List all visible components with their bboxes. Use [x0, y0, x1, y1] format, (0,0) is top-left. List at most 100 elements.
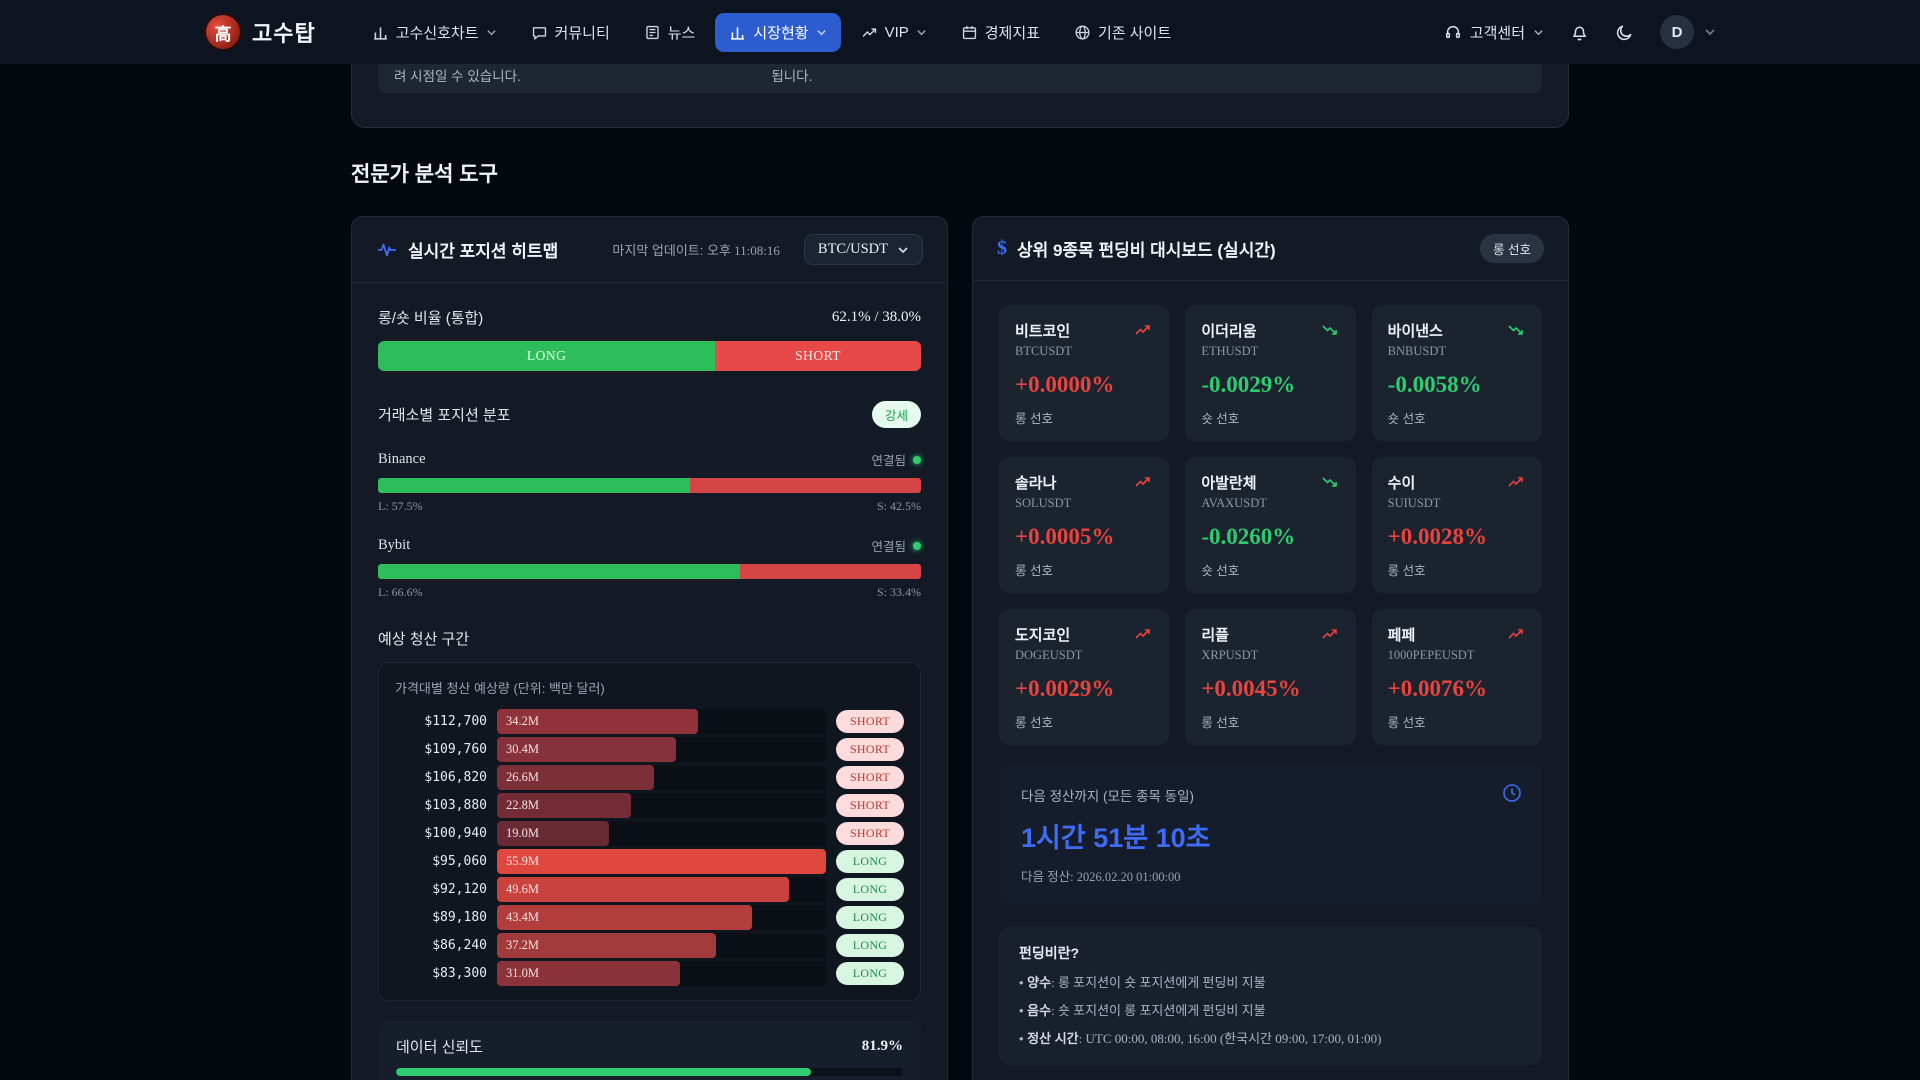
- side-badge: SHORT: [836, 738, 904, 761]
- funding-card-doge[interactable]: 도지코인 DOGEUSDT +0.0029% 롱 선호: [999, 609, 1170, 745]
- funding-card-btc[interactable]: 비트코인 BTCUSDT +0.0000% 롱 선호: [999, 305, 1170, 441]
- coin-symbol: SUIUSDT: [1387, 496, 1441, 510]
- confidence-value: 81.9%: [861, 1038, 903, 1054]
- panel-title: 상위 9종목 펀딩비 대시보드 (실시간): [1017, 241, 1276, 260]
- menu-item-legacy-site[interactable]: 기존 사이트: [1060, 13, 1185, 52]
- notification-bell-icon[interactable]: [1570, 23, 1589, 42]
- menu-item-vip[interactable]: VIP: [847, 15, 941, 50]
- bar-chart-icon: [373, 26, 387, 40]
- long-segment: [378, 478, 691, 493]
- menu-label: 커뮤니티: [554, 24, 610, 42]
- exchange-row-binance: Binance 연결됨 L: 57.5% S: 42.5%: [378, 450, 921, 514]
- confidence-label: 데이터 신뢰도: [396, 1039, 483, 1056]
- globe-icon: [1075, 24, 1090, 40]
- funding-rate-value: +0.0028%: [1387, 524, 1488, 549]
- coin-symbol: SOLUSDT: [1015, 496, 1072, 510]
- liquidation-bar: 37.2M: [497, 933, 826, 958]
- liquidation-bar-fill: 43.4M: [497, 905, 753, 930]
- price-label: $92,120: [432, 882, 487, 897]
- trend-up-icon: [1508, 629, 1523, 639]
- liquidation-row: $86,240 37.2M LONG: [395, 933, 904, 958]
- preference-label: 롱 선호: [1015, 716, 1053, 730]
- chevron-down-icon: [917, 29, 926, 35]
- funding-card-sol[interactable]: 솔라나 SOLUSDT +0.0005% 롱 선호: [999, 457, 1170, 593]
- long-segment: LONG: [378, 341, 716, 371]
- data-confidence-box: 데이터 신뢰도 81.9% 두 거래소 데이터 일치도 기반 신뢰도: [378, 1021, 921, 1080]
- preference-label: 숏 선호: [1387, 412, 1426, 426]
- support-menu[interactable]: 고객센터: [1444, 22, 1544, 43]
- ratio-label: 롱/숏 비율 (통합): [378, 310, 484, 327]
- pulse-icon: [378, 243, 396, 256]
- menu-item-signal-chart[interactable]: 고수신호차트: [358, 13, 511, 52]
- countdown-label: 다음 정산까지 (모든 종목 동일): [1021, 789, 1195, 804]
- coin-symbol: ETHUSDT: [1201, 344, 1259, 358]
- coin-name: 아발란체: [1201, 475, 1257, 492]
- pair-select[interactable]: BTC/USDT: [803, 234, 923, 265]
- main-menu: 고수신호차트 커뮤니티 뉴스 시장현황 VIP 경제지표 기존 사이트: [358, 12, 1185, 52]
- coin-name: 수이: [1387, 475, 1416, 492]
- side-badge: LONG: [836, 878, 904, 901]
- settlement-countdown-card: 다음 정산까지 (모든 종목 동일) 1시간 51분 10초 다음 정산: 20…: [999, 765, 1542, 905]
- menu-item-economic-indicators[interactable]: 경제지표: [947, 13, 1054, 52]
- menu-item-market-status[interactable]: 시장현황: [715, 12, 841, 52]
- liquidation-section-label: 예상 청산 구간: [378, 631, 470, 648]
- user-menu[interactable]: D: [1660, 15, 1716, 49]
- menu-label: 고수신호차트: [395, 24, 479, 42]
- coin-name: 리플: [1201, 627, 1229, 644]
- side-badge: SHORT: [836, 794, 904, 817]
- short-segment: SHORT: [715, 341, 921, 371]
- funding-rate-value: +0.0029%: [1015, 676, 1115, 701]
- coin-symbol: BTCUSDT: [1015, 344, 1072, 358]
- liquidation-bar: 31.0M: [497, 961, 826, 986]
- nav-right-cluster: 고객센터 D: [1444, 15, 1716, 49]
- preference-label: 롱 선호: [1387, 716, 1426, 730]
- dark-mode-moon-icon[interactable]: [1615, 23, 1634, 42]
- coin-symbol: DOGEUSDT: [1015, 648, 1083, 662]
- liquidation-row: $100,940 19.0M SHORT: [395, 821, 904, 846]
- menu-item-community[interactable]: 커뮤니티: [517, 13, 624, 52]
- menu-label: 기존 사이트: [1097, 24, 1172, 42]
- explainer-title: 펀딩비란?: [1019, 945, 1080, 961]
- price-label: $83,300: [432, 966, 487, 981]
- liquidation-bar: 30.4M: [497, 737, 826, 762]
- funding-card-bnb[interactable]: 바이낸스 BNBUSDT -0.0058% 숏 선호: [1371, 305, 1542, 441]
- preference-label: 롱 선호: [1015, 564, 1053, 578]
- connected-dot-icon: [913, 541, 921, 550]
- liquidation-row: $103,880 22.8M SHORT: [395, 793, 904, 818]
- exchange-section-label: 거래소별 포지션 분포: [378, 407, 511, 424]
- exchange-name: Binance: [378, 451, 426, 467]
- funding-card-xrp[interactable]: 리플 XRPUSDT +0.0045% 롱 선호: [1185, 609, 1356, 745]
- info-col-2: 됩니다.: [771, 69, 813, 84]
- side-badge: LONG: [836, 850, 904, 873]
- funding-card-eth[interactable]: 이더리움 ETHUSDT -0.0029% 숏 선호: [1185, 305, 1356, 441]
- funding-dashboard-panel: $ 상위 9종목 펀딩비 대시보드 (실시간) 롱 선호 비트코인 BTCUSD…: [972, 216, 1569, 1080]
- funding-card-sui[interactable]: 수이 SUIUSDT +0.0028% 롱 선호: [1371, 457, 1542, 593]
- side-badge: LONG: [836, 962, 904, 985]
- explainer-item: • 양수: 롱 포지션이 숏 포지션에게 펀딩비 지불: [1019, 975, 1266, 990]
- funding-rate-value: -0.0260%: [1201, 524, 1296, 549]
- liquidation-row: $89,180 43.4M LONG: [395, 905, 904, 930]
- short-pct-label: S: 33.4%: [876, 585, 921, 599]
- menu-item-news[interactable]: 뉴스: [630, 13, 710, 52]
- last-update: 마지막 업데이트: 오후 11:08:16: [612, 243, 780, 258]
- long-pct-label: L: 66.6%: [378, 585, 423, 599]
- connection-status: 연결됨: [871, 536, 921, 555]
- top-navigation: 高 고수탑 고수신호차트 커뮤니티 뉴스 시장현황 VIP 경제지표: [0, 0, 1920, 64]
- brand-logo-icon: 高: [204, 13, 242, 51]
- liquidation-row: $112,700 34.2M SHORT: [395, 709, 904, 734]
- coin-name: 바이낸스: [1387, 323, 1443, 340]
- liquidation-row: $109,760 30.4M SHORT: [395, 737, 904, 762]
- exchange-ratio-bar: [378, 564, 921, 579]
- clock-icon: [1503, 784, 1521, 802]
- amount-label: 19.0M: [506, 826, 539, 840]
- funding-cards-grid: 비트코인 BTCUSDT +0.0000% 롱 선호 이더리움 ETHUSDT …: [999, 305, 1542, 745]
- long-preference-badge: 롱 선호: [1480, 234, 1544, 263]
- price-label: $95,060: [432, 854, 487, 869]
- liquidation-bar-fill: 26.6M: [497, 765, 654, 790]
- bar-chart-icon: [731, 26, 745, 40]
- brand[interactable]: 高 고수탑: [204, 13, 316, 51]
- menu-label: 경제지표: [984, 24, 1040, 42]
- connection-status: 연결됨: [871, 450, 921, 469]
- funding-card-avax[interactable]: 아발란체 AVAXUSDT -0.0260% 숏 선호: [1185, 457, 1356, 593]
- funding-card-pepe[interactable]: 페페 1000PEPEUSDT +0.0076% 롱 선호: [1371, 609, 1542, 745]
